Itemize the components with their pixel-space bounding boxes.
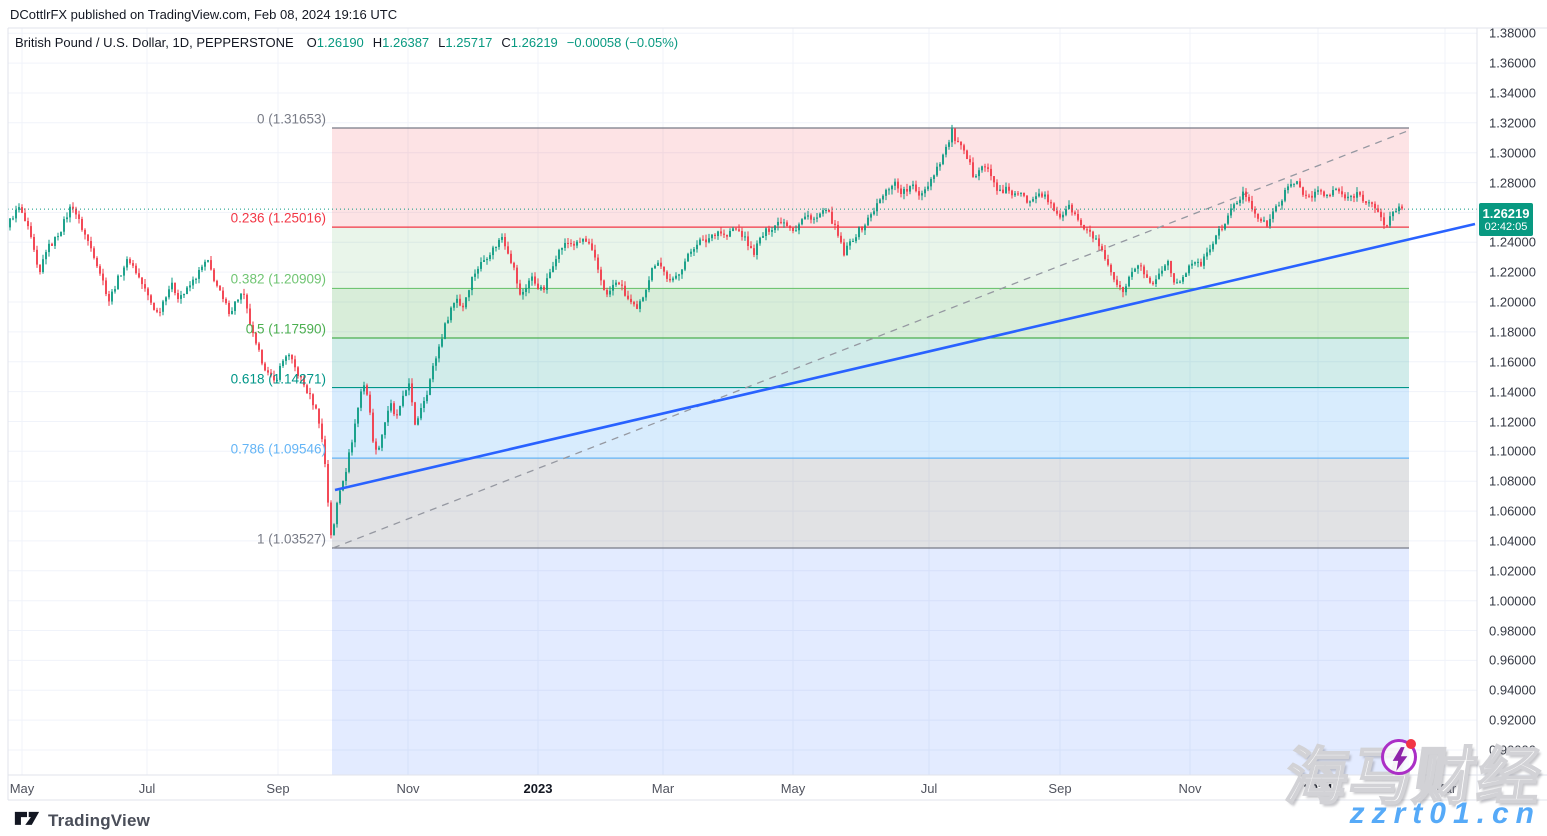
price-axis-label: 1.22000 <box>1489 264 1536 280</box>
fib-level-label: 0.5 (1.17590) <box>245 321 326 337</box>
change-value: −0.00058 (−0.05%) <box>566 35 679 50</box>
price-axis-label: 0.92000 <box>1489 712 1536 728</box>
price-axis-label: 1.04000 <box>1489 533 1536 549</box>
price-axis-label: 1.30000 <box>1489 145 1536 161</box>
price-axis-label: 1.24000 <box>1489 234 1536 250</box>
time-axis-label: Nov <box>1178 781 1202 796</box>
current-price-value: 1.26219 <box>1482 206 1530 221</box>
time-axis-label: Jul <box>920 781 938 796</box>
time-axis-label: Sep <box>266 781 290 796</box>
price-axis-label: 0.98000 <box>1489 623 1536 638</box>
fib-level-label: 0.786 (1.09546) <box>230 441 326 457</box>
price-axis-label: 0.90000 <box>1489 742 1536 758</box>
time-axis-label: 2023 <box>523 781 553 796</box>
tradingview-attribution[interactable]: TradingView <box>14 808 150 833</box>
red-dot-icon <box>1406 739 1416 749</box>
price-axis-label: 0.96000 <box>1489 652 1536 668</box>
bar-countdown: 02:42:05 <box>1484 221 1528 233</box>
tradingview-wordmark: TradingView <box>48 810 151 830</box>
time-axis-label: Mar <box>651 781 675 796</box>
symbol-legend: British Pound / U.S. Dollar, 1D, PEPPERS… <box>15 35 678 50</box>
ohlc-high: H1.26387 <box>372 35 430 50</box>
fib-level-label: 0.382 (1.20909) <box>230 271 326 287</box>
tradingview-logo-icon <box>14 808 40 833</box>
ohlc-open: O1.26190 <box>306 35 364 50</box>
time-axis-label: Mar <box>1433 781 1457 796</box>
ohlc-close: C1.26219 <box>501 35 558 50</box>
price-axis-label: 1.20000 <box>1489 294 1536 310</box>
time-axis-label: Nov <box>396 781 420 796</box>
fib-level-label: 1 (1.03527) <box>256 531 326 547</box>
time-axis-label: 2024 <box>1303 781 1333 796</box>
price-axis-label: 1.00000 <box>1489 593 1536 609</box>
attribution-text: DCottlrFX published on TradingView.com, … <box>10 7 398 22</box>
price-axis-label: 1.10000 <box>1489 443 1536 459</box>
current-price-badge: 1.26219 02:42:05 <box>1479 203 1533 236</box>
price-axis-label: 1.08000 <box>1489 473 1536 489</box>
lightning-badge-icon <box>1381 739 1417 775</box>
time-axis-label: Jul <box>138 781 156 796</box>
price-axis-label: 1.38000 <box>1489 25 1536 41</box>
symbol-title[interactable]: British Pound / U.S. Dollar, 1D, PEPPERS… <box>15 35 294 50</box>
candlestick-series <box>9 124 1403 539</box>
price-axis-label: 1.02000 <box>1489 563 1536 579</box>
time-axis-label: May <box>9 781 35 796</box>
price-axis-label: 1.36000 <box>1489 55 1536 71</box>
fib-level-label: 0.236 (1.25016) <box>230 210 326 226</box>
time-axis-label: May <box>780 781 806 796</box>
price-axis-label: 1.06000 <box>1489 503 1536 519</box>
price-axis-label: 1.34000 <box>1489 85 1536 101</box>
price-axis-label: 1.16000 <box>1489 354 1536 370</box>
ohlc-low: L1.25717 <box>438 35 493 50</box>
price-axis-label: 1.18000 <box>1489 324 1536 340</box>
fib-level-label: 0 (1.31653) <box>256 111 326 127</box>
price-axis-label: 1.28000 <box>1489 175 1536 191</box>
time-axis-label: Sep <box>1048 781 1072 796</box>
watermark-url-text: zzrt01.cn <box>1349 797 1541 830</box>
price-axis-label: 1.12000 <box>1489 414 1536 429</box>
price-axis-label: 1.32000 <box>1489 115 1536 131</box>
fib-level-label: 0.618 (1.14271) <box>230 371 326 387</box>
price-axis-label: 0.94000 <box>1489 682 1536 698</box>
price-axis-label: 1.14000 <box>1489 384 1536 400</box>
